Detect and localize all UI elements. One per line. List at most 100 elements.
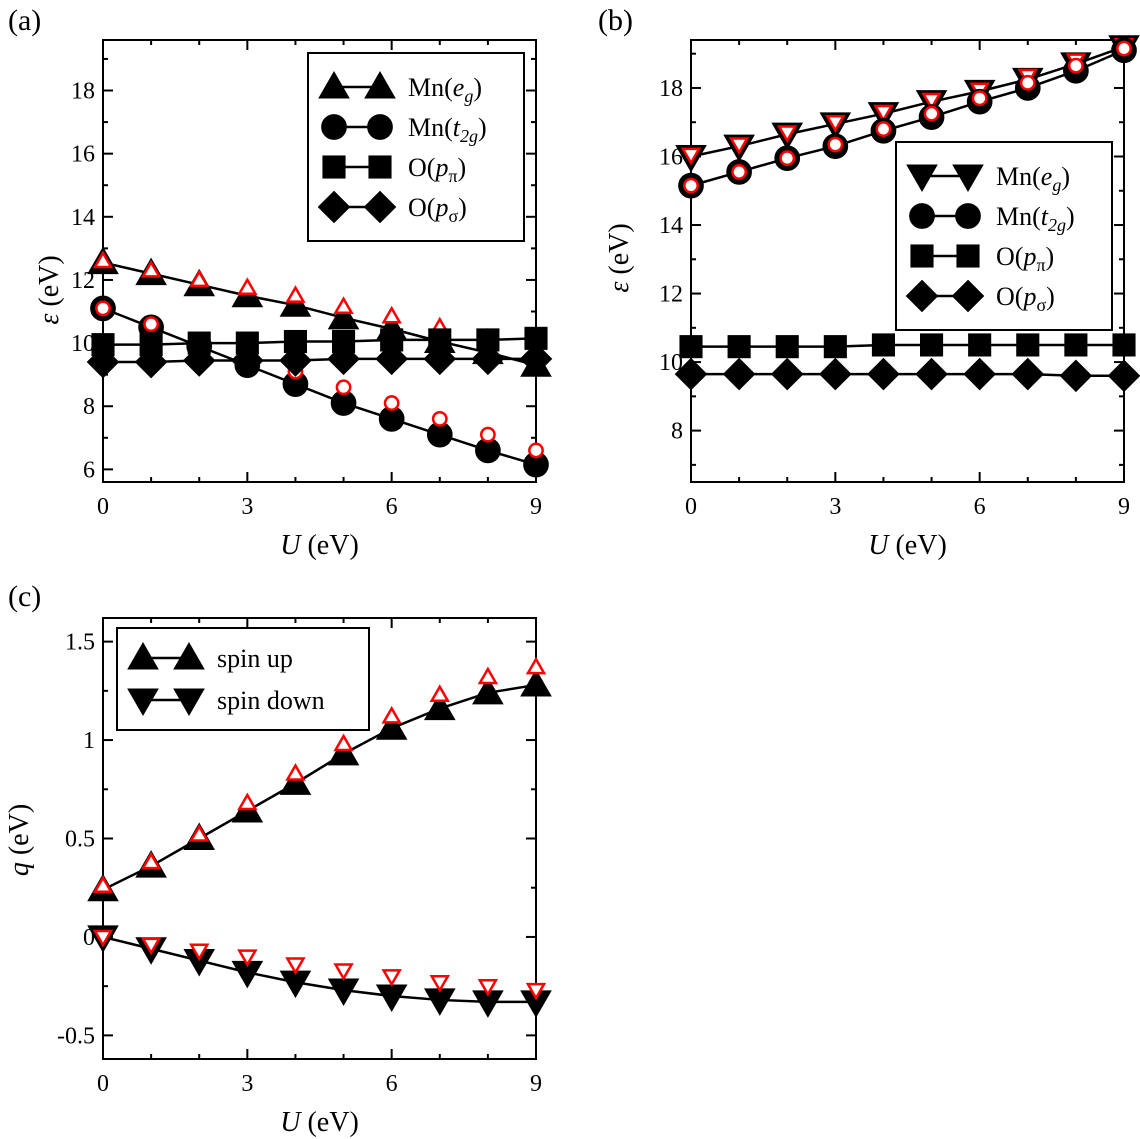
data-point	[770, 357, 804, 391]
legend-marker	[127, 642, 159, 670]
legend-marker	[910, 244, 934, 268]
data-point	[867, 357, 900, 391]
legend: Mn(eg) Mn(t2g) O(pπ) O(pσ)	[307, 52, 525, 242]
data-point	[1064, 333, 1088, 357]
x-axis-label: U (eV)	[868, 530, 947, 561]
comparison-point	[873, 104, 894, 123]
plot-frame	[690, 39, 1125, 483]
data-point	[86, 345, 120, 379]
comparison-point	[827, 136, 844, 153]
legend-marker	[905, 279, 939, 313]
series-2	[91, 326, 548, 357]
data-point	[472, 676, 504, 705]
comparison-point	[285, 285, 306, 303]
comparison-point	[525, 982, 547, 1001]
comparison-point	[143, 316, 160, 333]
comparison-point	[381, 969, 402, 987]
data-point	[722, 357, 756, 391]
y-axis-label: q (eV)	[4, 804, 35, 876]
legend-marker	[322, 155, 346, 179]
y-axis-label: ε (eV)	[604, 223, 635, 292]
data-point	[327, 301, 360, 330]
series-line	[691, 372, 1124, 378]
y-tick-label: 1.5	[65, 630, 95, 656]
y-axis-label: ε (eV)	[34, 255, 65, 324]
panel-c: (c)0 3 6 9-0.500.511.5U (eV)q (eV)spin upsp…	[4, 580, 552, 1138]
data-point	[1011, 357, 1045, 391]
comparison-point	[429, 975, 450, 993]
comparison-point	[140, 937, 162, 956]
legend-box	[116, 627, 370, 731]
legend-marker	[909, 203, 935, 229]
comparison-point	[237, 792, 258, 811]
comparison-point	[333, 733, 354, 752]
data-point	[1059, 359, 1093, 393]
data-point	[823, 335, 847, 359]
y-tick-label: 18	[659, 76, 683, 102]
comparison-point	[92, 875, 114, 893]
legend-marker	[363, 190, 397, 224]
x-tick-label: 9	[1118, 494, 1130, 520]
x-axis-label: U (eV)	[280, 1107, 359, 1138]
x-axis-label: U (eV)	[280, 530, 359, 561]
data-point	[871, 333, 895, 357]
panel-label: (b)	[598, 4, 633, 37]
legend-marker	[368, 155, 392, 179]
comparison-point	[429, 684, 450, 702]
series-1	[87, 925, 552, 1018]
data-point	[279, 289, 312, 317]
legend-marker	[173, 688, 205, 716]
legend-entry: spin down	[217, 686, 325, 715]
comparison-point	[728, 137, 750, 156]
data-point	[727, 335, 751, 359]
legend-marker	[317, 190, 351, 224]
comparison-point	[285, 762, 306, 781]
data-point	[423, 342, 457, 376]
legend-marker	[364, 71, 396, 99]
comparison-point	[431, 410, 448, 427]
x-tick-label: 6	[974, 494, 986, 520]
panel-label: (c)	[8, 580, 41, 613]
comparison-point	[825, 115, 846, 133]
series-0	[87, 656, 552, 902]
x-tick-label: 6	[386, 494, 398, 520]
series-line	[103, 357, 536, 364]
y-tick-label: 8	[671, 419, 683, 445]
data-point	[679, 335, 703, 359]
data-point	[423, 988, 456, 1016]
legend-marker	[318, 71, 350, 99]
comparison-point	[237, 949, 258, 968]
x-tick-label: 0	[97, 1071, 109, 1097]
data-point	[520, 668, 552, 697]
comparison-point	[731, 164, 748, 180]
legend-entry: O(pσ)	[996, 282, 1055, 315]
comparison-point	[779, 150, 796, 167]
comparison-point	[381, 705, 402, 724]
comparison-point	[528, 442, 544, 459]
x-tick-label: 0	[97, 494, 109, 520]
comparison-point	[237, 277, 258, 296]
legend-marker	[321, 114, 347, 140]
panel-label: (a)	[8, 4, 41, 37]
series-line	[102, 307, 537, 466]
comparison-point	[525, 656, 547, 675]
legend-marker	[952, 164, 984, 192]
series-line	[102, 683, 537, 891]
y-tick-label: 14	[659, 213, 683, 239]
comparison-point	[383, 395, 400, 411]
comparison-point	[285, 957, 306, 976]
data-point	[915, 357, 948, 391]
comparison-point	[140, 259, 162, 278]
legend-marker	[367, 114, 393, 140]
series-line	[102, 935, 536, 1004]
y-tick-label: 6	[83, 457, 95, 483]
data-point	[327, 737, 360, 766]
comparison-point	[333, 296, 354, 314]
comparison-point	[923, 105, 940, 122]
legend-marker	[955, 203, 981, 229]
legend-entry: O(pπ)	[996, 242, 1054, 275]
x-tick-label: 0	[685, 494, 697, 520]
comparison-point	[333, 963, 354, 981]
comparison-point	[921, 92, 942, 111]
